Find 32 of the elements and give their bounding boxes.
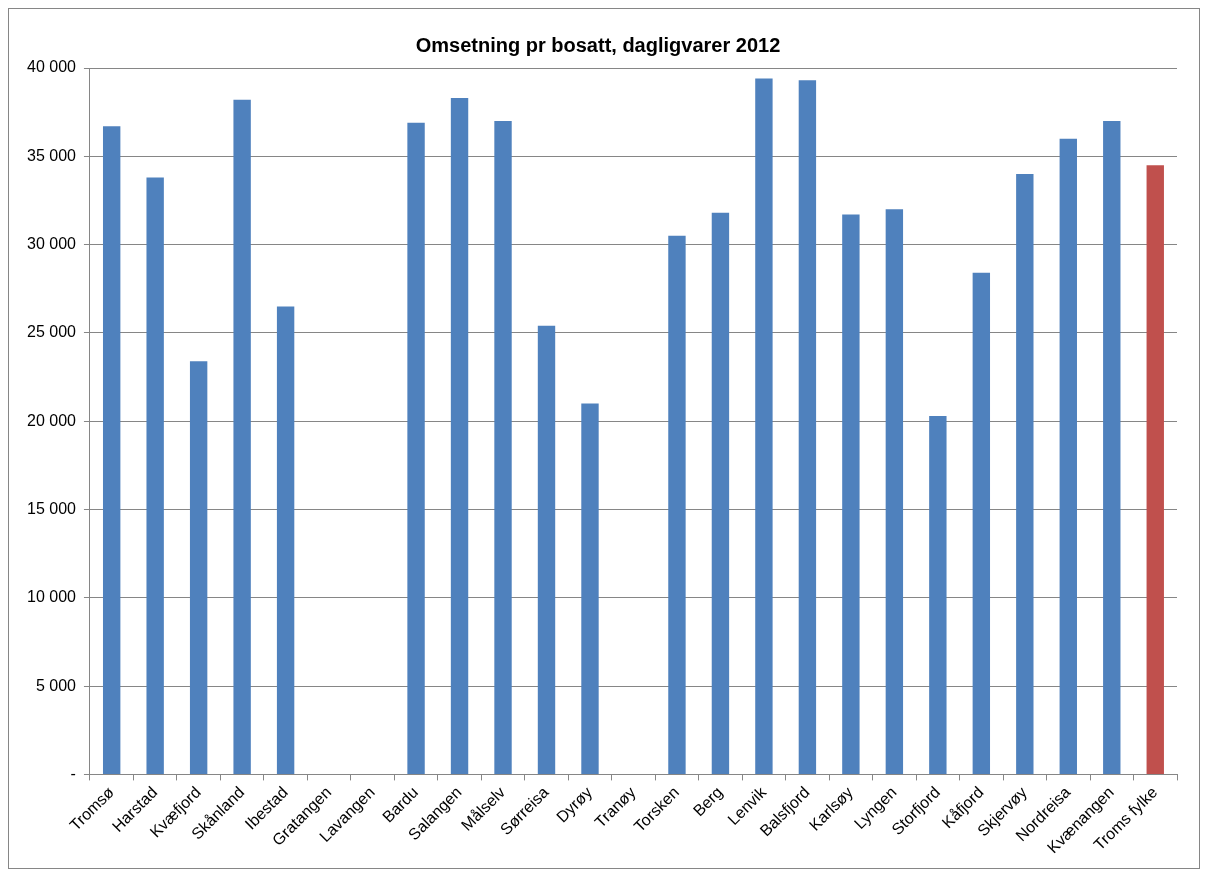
bar (189, 361, 208, 774)
bar (929, 415, 947, 774)
bar (102, 126, 121, 774)
bar (798, 80, 817, 774)
bar (711, 212, 730, 774)
y-tick-label: 35 000 (27, 146, 77, 164)
y-tick-label: 40 000 (27, 58, 77, 76)
bar (407, 122, 425, 774)
y-tick-label: - (70, 764, 76, 782)
bar (1146, 165, 1164, 774)
bar (842, 214, 860, 774)
bar (755, 78, 773, 774)
y-tick-label: 30 000 (27, 235, 77, 253)
bar (1059, 138, 1077, 774)
y-tick-label: 20 000 (27, 411, 77, 429)
bar (494, 120, 512, 774)
bar (972, 272, 991, 774)
y-tick-label: 15 000 (27, 499, 77, 517)
y-tick-label: 5 000 (35, 676, 77, 694)
bar (1103, 120, 1121, 774)
bar (885, 209, 904, 774)
bar (1016, 173, 1034, 774)
chart-title: Omsetning pr bosatt, dagligvarer 2012 (415, 33, 781, 56)
bar (537, 325, 556, 774)
bar (233, 99, 251, 774)
bar (276, 306, 295, 774)
bar (581, 403, 599, 774)
y-tick-label: 25 000 (27, 323, 77, 341)
bar (668, 235, 686, 774)
bar (146, 177, 164, 774)
y-tick-label: 10 000 (27, 588, 77, 606)
bar (450, 98, 469, 774)
